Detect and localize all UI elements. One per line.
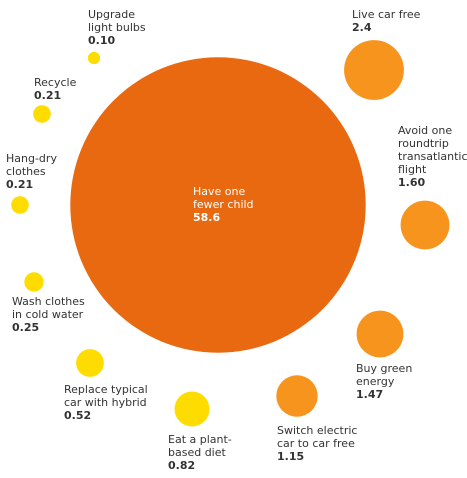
label-line: roundtrip [398, 137, 449, 150]
value-label: 0.82 [168, 459, 195, 472]
label-line: car with hybrid [64, 396, 147, 409]
bubble-avoid-one-roundtrip-transatlantic-flight [400, 200, 450, 250]
label-line: car to car free [277, 437, 355, 450]
label-line: Hang-dry [6, 152, 57, 165]
bubble-live-car-free [344, 40, 404, 100]
label-line: Upgrade [88, 8, 135, 21]
bubble-buy-green-energy [356, 310, 404, 358]
value-label: 0.10 [88, 34, 115, 47]
label-line: clothes [6, 165, 46, 178]
label-line: flight [398, 163, 427, 176]
label-line: based diet [168, 446, 227, 459]
bubble-eat-a-plant-based-diet [174, 391, 210, 427]
label-line: Recycle [34, 76, 77, 89]
bubble-have-one-fewer-child [70, 57, 366, 353]
label-line: Replace typical [64, 383, 148, 396]
label-line: Eat a plant- [168, 433, 232, 446]
label-line: Have one [193, 185, 245, 198]
value-label: 58.6 [193, 211, 220, 224]
label-line: Switch electric [277, 424, 357, 437]
label-avoid-one-roundtrip-transatlantic-flight: Avoid oneroundtriptransatlanticflight1.6… [398, 124, 467, 189]
value-label: 1.15 [277, 450, 304, 463]
value-label: 1.60 [398, 176, 425, 189]
value-label: 0.52 [64, 409, 91, 422]
label-line: transatlantic [398, 150, 467, 163]
value-label: 1.47 [356, 388, 383, 401]
bubble-switch-electric-car-to-car-free [276, 375, 318, 417]
bubble-replace-typical-car-with-hybrid [76, 349, 104, 377]
label-line: Wash clothes [12, 295, 85, 308]
label-line: energy [356, 375, 395, 388]
label-line: Buy green [356, 362, 412, 375]
label-line: in cold water [12, 308, 84, 321]
value-label: 0.25 [12, 321, 39, 334]
bubble-hang-dry-clothes [11, 196, 29, 214]
value-label: 2.4 [352, 21, 372, 34]
label-line: fewer child [193, 198, 254, 211]
value-label: 0.21 [6, 178, 33, 191]
label-line: light bulbs [88, 21, 146, 34]
bubble-upgrade-light-bulbs [87, 51, 101, 65]
bubble-recycle [33, 105, 51, 123]
label-line: Live car free [352, 8, 421, 21]
label-line: Avoid one [398, 124, 452, 137]
bubble-wash-clothes-in-cold-water [24, 272, 44, 292]
value-label: 0.21 [34, 89, 61, 102]
